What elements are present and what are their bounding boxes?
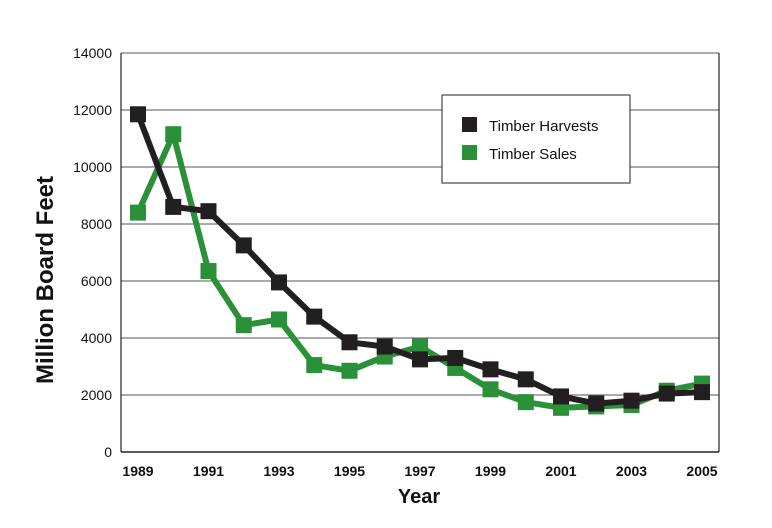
x-tick-label: 2005 bbox=[686, 463, 717, 479]
y-tick-label: 4000 bbox=[81, 330, 112, 346]
data-point-timber-harvests bbox=[376, 338, 393, 355]
data-point-timber-harvests bbox=[130, 106, 146, 123]
data-point-timber-sales bbox=[200, 263, 217, 280]
y-tick-label: 14000 bbox=[73, 45, 112, 61]
y-tick-label: 2000 bbox=[81, 387, 112, 403]
legend-label-timber-harvests: Timber Harvests bbox=[489, 118, 598, 135]
legend-swatch-timber-harvests bbox=[462, 117, 477, 132]
x-tick-label: 2003 bbox=[616, 463, 647, 479]
x-tick-label: 1997 bbox=[404, 463, 435, 479]
data-point-timber-sales bbox=[482, 381, 499, 398]
data-point-timber-harvests bbox=[412, 351, 428, 368]
data-point-timber-harvests bbox=[271, 274, 287, 291]
data-point-timber-harvests bbox=[553, 388, 569, 405]
data-point-timber-sales bbox=[412, 338, 428, 355]
x-tick-label: 1999 bbox=[475, 463, 506, 479]
data-point-timber-harvests bbox=[482, 361, 499, 378]
legend-swatch-timber-sales bbox=[462, 145, 477, 160]
x-tick-label: 1993 bbox=[263, 463, 294, 479]
data-point-timber-sales bbox=[165, 126, 182, 143]
data-point-timber-sales bbox=[130, 204, 146, 221]
data-point-timber-harvests bbox=[517, 371, 534, 388]
legend-label-timber-sales: Timber Sales bbox=[489, 146, 577, 163]
y-axis-title: Million Board Feet bbox=[32, 176, 59, 384]
data-point-timber-sales bbox=[306, 357, 323, 374]
data-point-timber-harvests bbox=[341, 334, 358, 351]
y-tick-label: 8000 bbox=[81, 216, 112, 232]
x-axis-title: Year bbox=[398, 486, 440, 508]
data-point-timber-harvests bbox=[623, 392, 640, 409]
legend: Timber Harvests Timber Sales bbox=[441, 94, 631, 184]
data-point-timber-harvests bbox=[447, 349, 464, 366]
axes: 0 2000 4000 6000 8000 10000 12000 14000 1989 1991… bbox=[73, 45, 720, 479]
x-tick-label: 1991 bbox=[193, 463, 224, 479]
data-point-timber-sales bbox=[341, 362, 358, 379]
data-point-timber-harvests bbox=[165, 198, 182, 215]
data-point-timber-sales bbox=[517, 394, 534, 411]
data-point-timber-harvests bbox=[658, 385, 675, 402]
data-point-timber-harvests bbox=[200, 203, 217, 220]
legend-box bbox=[441, 94, 631, 184]
y-tick-label: 0 bbox=[104, 444, 112, 460]
data-point-timber-sales bbox=[235, 317, 252, 334]
data-point-timber-sales bbox=[271, 311, 287, 328]
data-point-timber-harvests bbox=[694, 384, 710, 401]
data-point-timber-harvests bbox=[235, 237, 252, 254]
y-tick-label: 12000 bbox=[73, 102, 112, 118]
data-point-timber-harvests bbox=[588, 395, 605, 412]
y-tick-label: 10000 bbox=[73, 159, 112, 175]
data-point-timber-harvests bbox=[306, 308, 323, 325]
x-tick-label: 1989 bbox=[122, 463, 153, 479]
series-layer bbox=[130, 106, 710, 416]
x-tick-label: 1995 bbox=[334, 463, 365, 479]
x-tick-label: 2001 bbox=[545, 463, 576, 479]
y-tick-label: 6000 bbox=[81, 273, 112, 289]
